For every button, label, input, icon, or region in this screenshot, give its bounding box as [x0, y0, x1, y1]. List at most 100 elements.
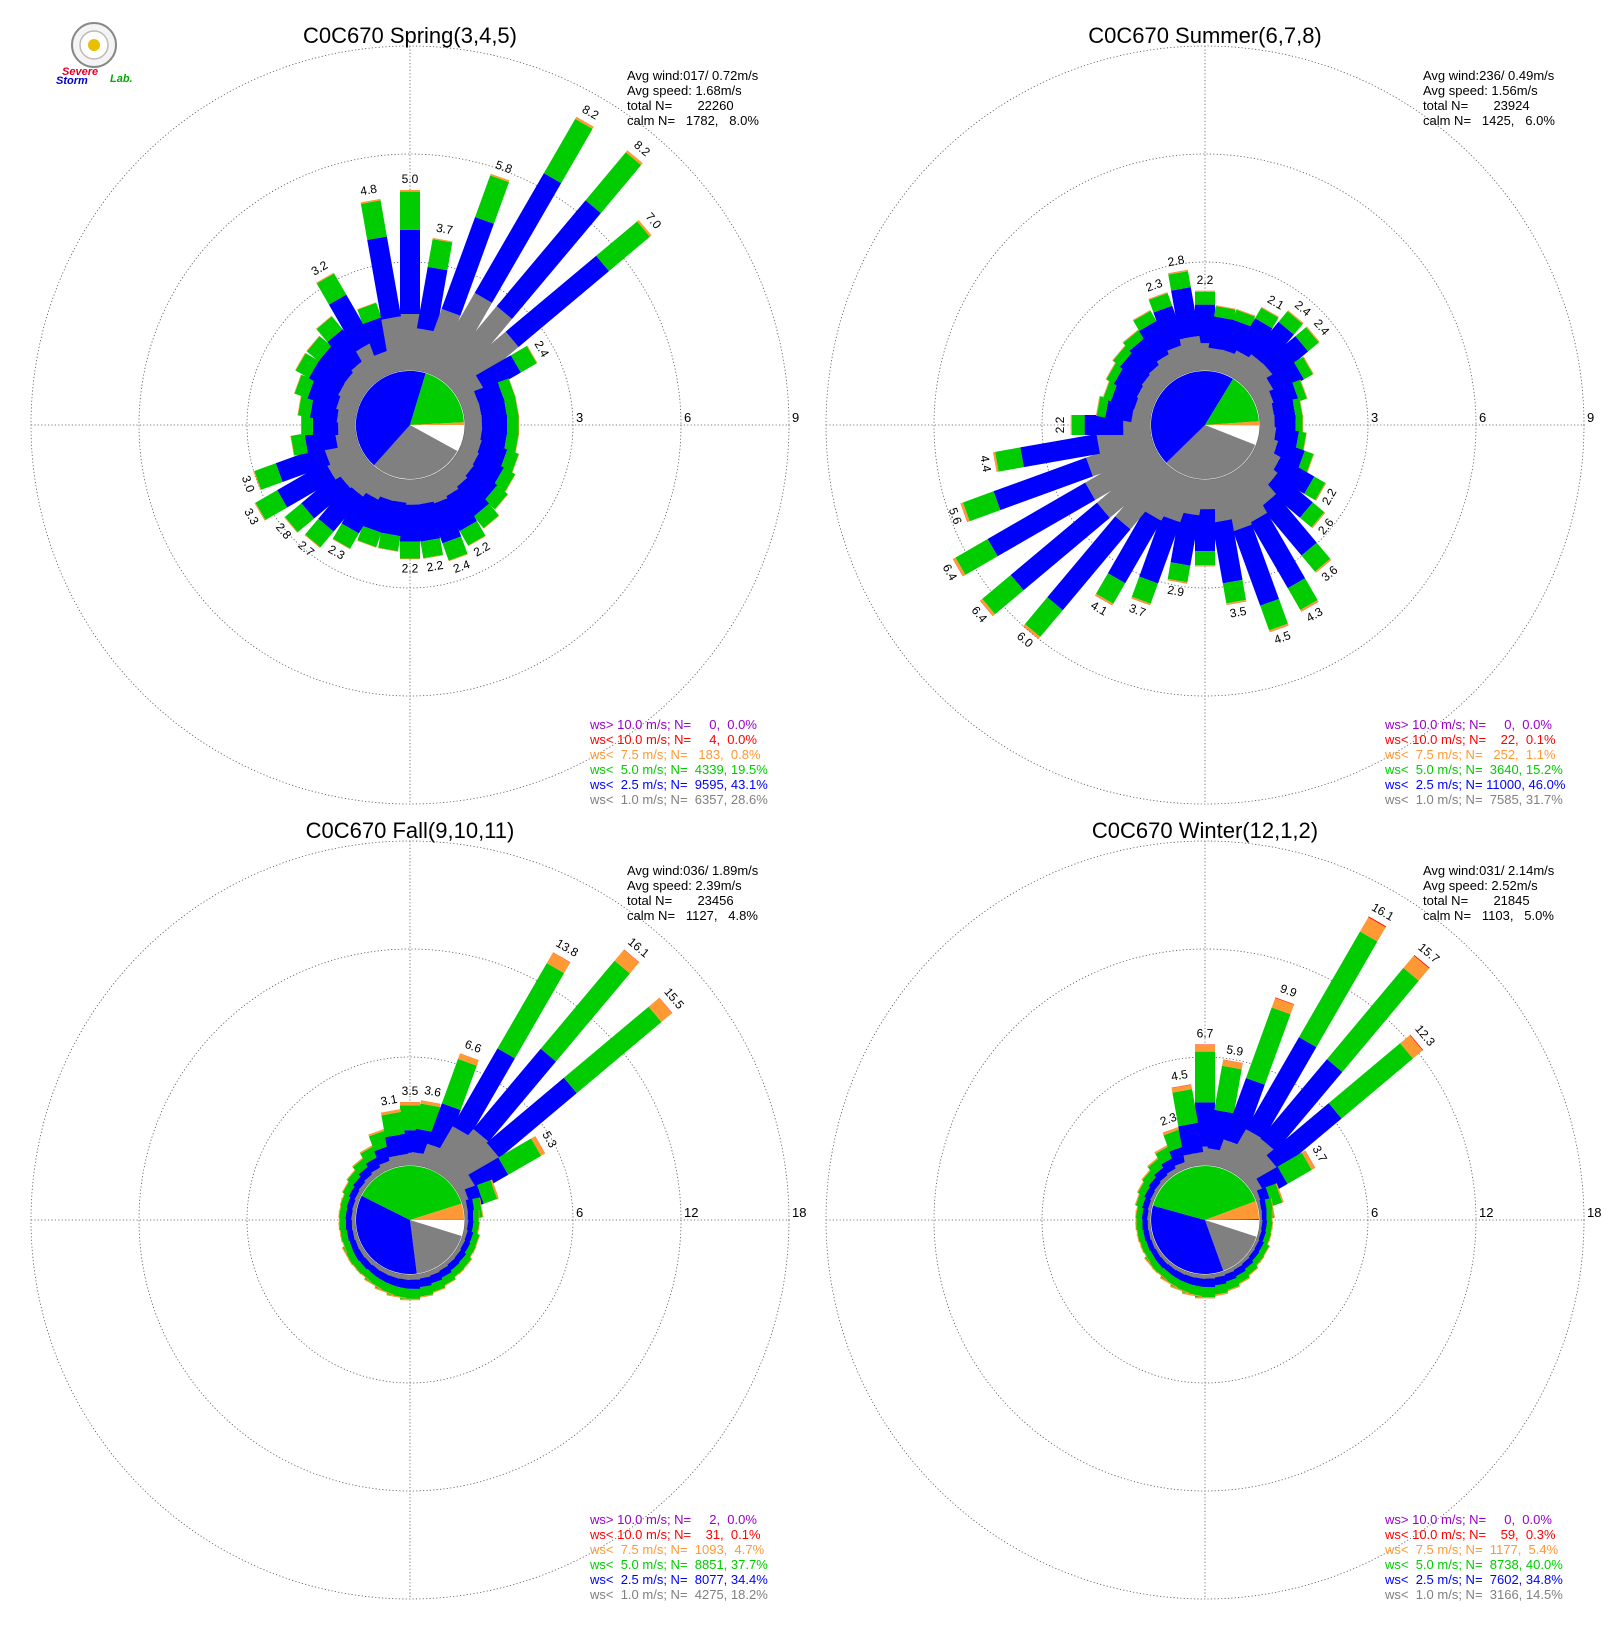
bar-segment	[437, 460, 468, 491]
bar-segment	[1302, 432, 1307, 453]
bar-segment	[508, 378, 516, 398]
bar-value-label: 5.8	[494, 157, 515, 176]
bar-value-label: 2.4	[451, 557, 472, 576]
bar-segment	[468, 535, 486, 547]
logo-word-lab: Lab.	[110, 73, 133, 85]
ring-label: 9	[1587, 410, 1594, 425]
bar-segment	[477, 1180, 498, 1204]
legend-entry: ws< 1.0 m/s; N= 7585, 31.7%	[1384, 792, 1563, 807]
logo-word-severe: Severe	[62, 66, 98, 78]
bar-segment	[1327, 967, 1419, 1072]
bar-segment	[275, 445, 331, 482]
bar-segment	[1181, 1292, 1202, 1298]
bar-segment	[255, 490, 288, 520]
ring-label: 3	[576, 410, 583, 425]
bar-segment	[496, 200, 601, 319]
bar-segment	[1276, 1183, 1284, 1202]
bar-value-label: 4.5	[1272, 628, 1293, 647]
bar-segment	[1112, 345, 1126, 361]
bar-segment	[505, 474, 516, 492]
bar-segment	[1263, 336, 1309, 379]
bar-segment	[414, 501, 441, 542]
bar-segment	[341, 489, 379, 534]
legend-entry: ws< 10.0 m/s; N= 31, 0.1%	[589, 1527, 761, 1542]
bar-segment	[432, 237, 453, 243]
bar-segment	[1171, 1084, 1192, 1089]
bar-segment	[497, 963, 565, 1059]
bar-segment	[575, 116, 594, 129]
legend-entry: ws< 10.0 m/s; N= 22, 0.1%	[1384, 732, 1556, 747]
bar-segment	[518, 415, 519, 435]
bar-segment	[1307, 454, 1315, 473]
legend-entry: ws< 5.0 m/s; N= 3640, 15.2%	[1384, 762, 1563, 777]
bar-segment	[987, 482, 1096, 557]
bar-segment	[452, 477, 490, 517]
bar-segment	[637, 220, 652, 237]
bar-segment	[357, 302, 382, 324]
bar-value-label: 6.6	[463, 1037, 484, 1056]
legend-entry: ws< 2.5 m/s; N= 7602, 34.8%	[1384, 1572, 1563, 1587]
bar-segment	[475, 175, 509, 224]
bar-segment	[380, 1109, 401, 1113]
bar-value-label: 2.4	[1311, 316, 1333, 338]
bar-segment	[1115, 460, 1178, 530]
bar-segment	[297, 395, 314, 418]
pie-slice	[355, 370, 426, 466]
bar-segment	[993, 451, 999, 472]
legend-entry: ws< 2.5 m/s; N= 8077, 34.4%	[589, 1572, 768, 1587]
bar-segment	[982, 575, 1024, 615]
pie-slice	[1153, 1166, 1256, 1220]
legend-entry: ws> 10.0 m/s; N= 0, 0.0%	[1384, 717, 1552, 732]
bar-segment	[953, 557, 966, 577]
lab-logo: Severe Storm Lab.	[56, 22, 133, 87]
bar-segment	[1314, 558, 1332, 573]
bar-segment	[1168, 269, 1188, 275]
bar-segment	[1271, 998, 1294, 1015]
stats-line: calm N= 1103, 5.0%	[1423, 908, 1554, 923]
bar-segment	[995, 447, 1024, 472]
bar-segment	[1195, 1297, 1215, 1299]
bar-segment	[1316, 483, 1327, 501]
bar-segment	[1223, 1078, 1265, 1147]
bar-segment	[1288, 310, 1304, 324]
bar-segment	[1195, 290, 1215, 292]
bar-value-label: 5.0	[402, 172, 419, 186]
bar-segment	[400, 541, 420, 559]
bar-segment	[367, 236, 401, 320]
bar-segment	[445, 331, 519, 398]
bar-segment	[1240, 452, 1278, 489]
bar-segment	[316, 273, 347, 305]
bar-segment	[1131, 576, 1158, 604]
bar-segment	[993, 457, 1093, 511]
bar-segment	[1260, 494, 1317, 556]
bar-segment	[1301, 601, 1319, 612]
bar-segment	[445, 1142, 500, 1193]
bar-segment	[1249, 512, 1306, 589]
bar-segment	[294, 374, 302, 394]
bar-segment	[357, 302, 377, 310]
bar-segment	[419, 308, 461, 377]
bar-segment	[1179, 335, 1206, 373]
bar-segment	[469, 453, 504, 485]
bar-segment	[1300, 379, 1308, 399]
bar-segment	[473, 503, 499, 529]
bar-segment	[1306, 326, 1320, 342]
bar-segment	[1304, 476, 1326, 501]
bar-segment	[1311, 512, 1326, 529]
bar-segment	[980, 598, 995, 616]
bar-value-label: 5.3	[539, 1129, 560, 1151]
bar-segment	[400, 1102, 420, 1106]
bar-segment	[452, 1048, 515, 1137]
bar-segment	[1328, 1043, 1413, 1119]
bar-value-label: 3.1	[379, 1092, 398, 1109]
bar-value-label: 9.9	[1278, 981, 1299, 1000]
range-ring	[933, 153, 1477, 697]
bar-segment	[1105, 361, 1116, 380]
bar-value-label: 3.7	[1127, 601, 1148, 620]
bar-value-label: 2.3	[1158, 1110, 1179, 1129]
range-ring	[933, 948, 1477, 1492]
bar-segment	[1144, 467, 1187, 521]
bar-segment	[614, 949, 640, 974]
bar-segment	[427, 1103, 461, 1151]
bar-segment	[1300, 600, 1319, 612]
